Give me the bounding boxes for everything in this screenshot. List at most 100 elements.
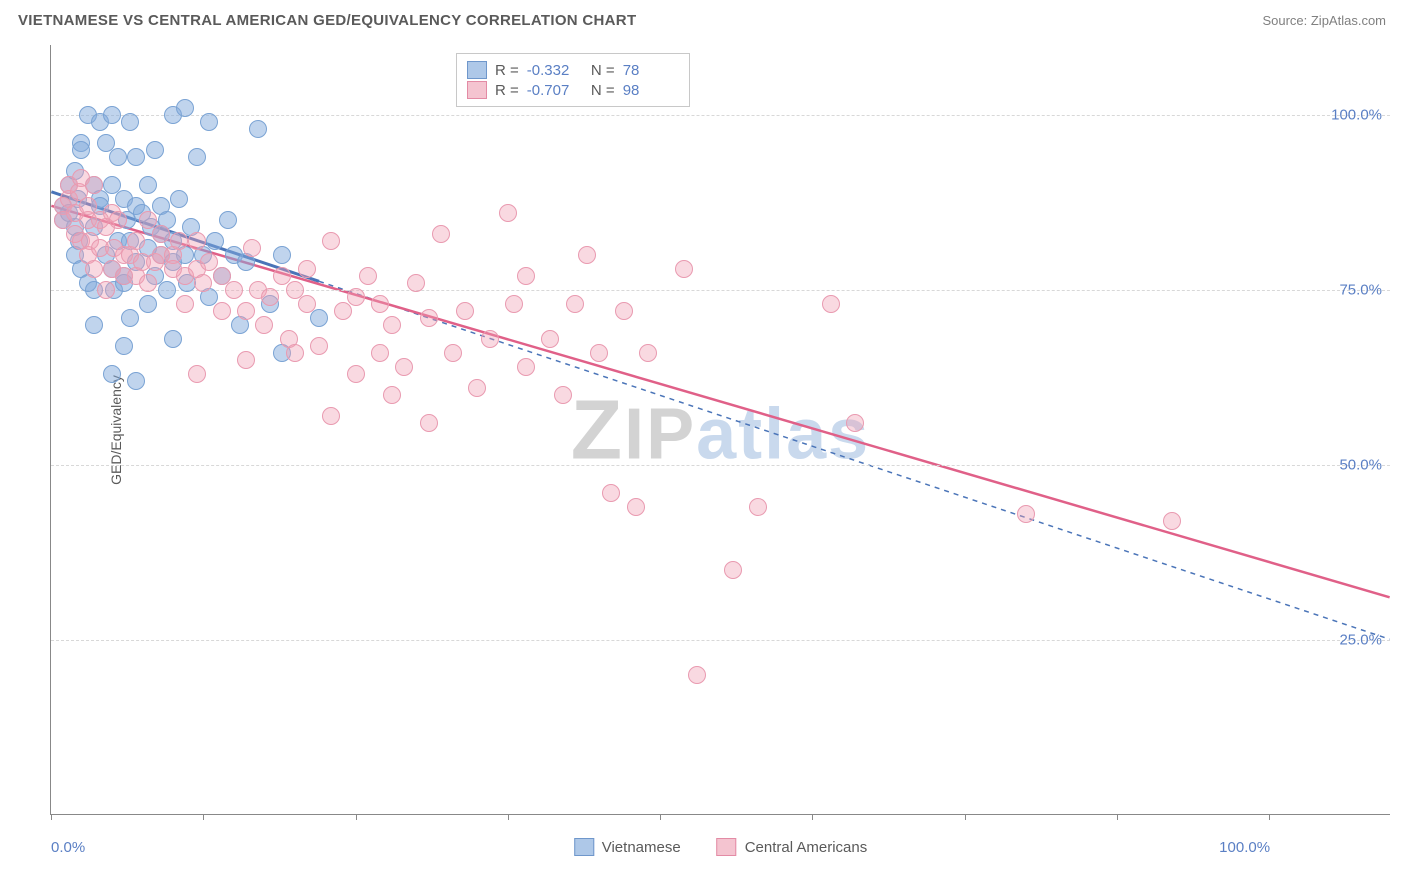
chart-title: VIETNAMESE VS CENTRAL AMERICAN GED/EQUIV… (18, 12, 636, 29)
data-point (481, 330, 499, 348)
data-point (188, 232, 206, 250)
x-tick (356, 814, 357, 820)
data-point (103, 106, 121, 124)
data-point (152, 225, 170, 243)
stat-n-label: N = (587, 62, 615, 79)
data-point (322, 232, 340, 250)
data-point (298, 260, 316, 278)
legend-swatch (467, 81, 487, 99)
data-point (1163, 512, 1181, 530)
y-tick-label: 25.0% (1339, 632, 1382, 649)
data-point (371, 344, 389, 362)
data-point (225, 281, 243, 299)
data-point (249, 120, 267, 138)
data-point (420, 414, 438, 432)
stats-legend-box: R =-0.332 N =78R =-0.707 N =98 (456, 53, 690, 107)
y-tick-label: 100.0% (1331, 107, 1382, 124)
y-tick-label: 75.0% (1339, 282, 1382, 299)
data-point (627, 498, 645, 516)
data-point (347, 288, 365, 306)
data-point (115, 337, 133, 355)
data-point (566, 295, 584, 313)
data-point (158, 281, 176, 299)
data-point (206, 232, 224, 250)
data-point (310, 337, 328, 355)
data-point (176, 99, 194, 117)
data-point (109, 148, 127, 166)
x-tick (203, 814, 204, 820)
legend-swatch (574, 838, 594, 856)
data-point (121, 113, 139, 131)
data-point (383, 386, 401, 404)
data-point (675, 260, 693, 278)
data-point (213, 302, 231, 320)
y-axis-label: GED/Equivalency (108, 375, 124, 485)
data-point (146, 141, 164, 159)
stat-r-value: -0.707 (527, 82, 579, 99)
legend-label: Central Americans (745, 839, 868, 856)
x-tick (660, 814, 661, 820)
data-point (347, 365, 365, 383)
legend-swatch (467, 61, 487, 79)
stat-n-value: 98 (623, 82, 675, 99)
data-point (407, 274, 425, 292)
data-point (432, 225, 450, 243)
data-point (176, 295, 194, 313)
data-point (1017, 505, 1035, 523)
data-point (749, 498, 767, 516)
data-point (444, 344, 462, 362)
data-point (188, 365, 206, 383)
data-point (822, 295, 840, 313)
legend-label: Vietnamese (602, 839, 681, 856)
data-point (85, 176, 103, 194)
data-point (85, 260, 103, 278)
data-point (383, 316, 401, 334)
data-point (724, 561, 742, 579)
data-point (261, 288, 279, 306)
data-point (127, 232, 145, 250)
data-point (615, 302, 633, 320)
x-tick (965, 814, 966, 820)
data-point (121, 309, 139, 327)
data-point (127, 148, 145, 166)
x-axis-label: 0.0% (51, 839, 85, 856)
data-point (688, 666, 706, 684)
data-point (237, 351, 255, 369)
data-point (170, 232, 188, 250)
stats-row: R =-0.707 N =98 (467, 80, 675, 100)
data-point (499, 204, 517, 222)
data-point (109, 211, 127, 229)
data-point (298, 295, 316, 313)
data-point (371, 295, 389, 313)
data-point (517, 267, 535, 285)
data-point (322, 407, 340, 425)
x-tick (508, 814, 509, 820)
series-legend: Vietnamese Central Americans (574, 838, 868, 856)
stat-r-label: R = (495, 62, 519, 79)
data-point (395, 358, 413, 376)
stat-n-value: 78 (623, 62, 675, 79)
legend-swatch (717, 838, 737, 856)
source-label: Source: ZipAtlas.com (1262, 13, 1386, 28)
data-point (139, 295, 157, 313)
chart-plot-area: GED/Equivalency ZIPatlas R =-0.332 N =78… (50, 45, 1390, 815)
data-point (255, 316, 273, 334)
data-point (170, 190, 188, 208)
data-point (72, 141, 90, 159)
data-point (219, 211, 237, 229)
data-point (243, 239, 261, 257)
stat-r-value: -0.332 (527, 62, 579, 79)
x-tick (51, 814, 52, 820)
data-point (359, 267, 377, 285)
gridline (51, 115, 1390, 116)
data-point (517, 358, 535, 376)
x-tick (1269, 814, 1270, 820)
data-point (468, 379, 486, 397)
trend-lines-layer (51, 45, 1390, 814)
data-point (578, 246, 596, 264)
data-point (420, 309, 438, 327)
data-point (846, 414, 864, 432)
data-point (139, 274, 157, 292)
stat-n-label: N = (587, 82, 615, 99)
data-point (237, 302, 255, 320)
